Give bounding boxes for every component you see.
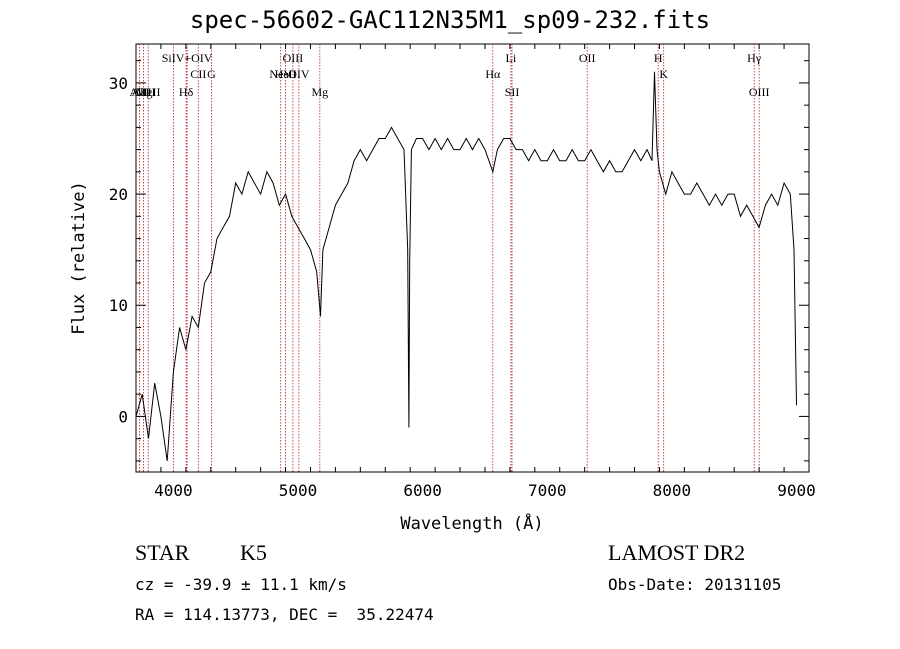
survey-name: LAMOST DR2 [608, 540, 746, 565]
x-tick-label: 9000 [777, 481, 816, 500]
line-marker-label: HeII [275, 67, 297, 81]
y-axis-label: Flux (relative) [69, 181, 89, 335]
axis-ticks: 4000 5000 6000 7000 8000 9000 0 10 20 30 [109, 44, 816, 500]
line-marker-label: Hα [485, 67, 501, 81]
y-tick-label: 10 [109, 296, 128, 315]
x-tick-label: 6000 [403, 481, 442, 500]
line-marker-label: Hδ [179, 85, 194, 99]
line-marker-label: K [659, 67, 668, 81]
line-marker-label: Li [506, 51, 517, 65]
y-tick-label: 0 [118, 407, 128, 426]
line-marker-label: OIII [749, 85, 770, 99]
x-axis-label: Wavelength (Å) [400, 512, 543, 534]
line-marker-label: AlIII [131, 85, 155, 99]
coordinates: RA = 114.13773, DEC = 35.22474 [135, 605, 434, 624]
line-marker-label: OIV [288, 67, 310, 81]
line-marker-label: NeV [269, 67, 292, 81]
object-class: STAR [135, 540, 190, 565]
x-tick-label: 5000 [279, 481, 318, 500]
line-marker-label: Hγ [747, 51, 762, 65]
line-marker-label: CII [190, 67, 206, 81]
x-tick-label: 8000 [653, 481, 692, 500]
plot-frame [135, 43, 810, 473]
x-tick-label: 7000 [528, 481, 567, 500]
y-tick-label: 30 [109, 74, 128, 93]
line-marker-label: MgII [136, 85, 161, 99]
object-subclass: K5 [240, 540, 267, 565]
x-tick-label: 4000 [154, 481, 193, 500]
line-marker-label: SiIV+OIV [162, 51, 213, 65]
line-marker-label: G [207, 67, 216, 81]
spectrum-trace [135, 71, 797, 461]
chart-title: spec-56602-GAC112N35M1_sp09-232.fits [189, 6, 711, 34]
spectral-line-markers [138, 44, 760, 472]
redshift-readout: cz = -39.9 ± 11.1 km/s [135, 575, 347, 594]
line-marker-label: AlII [129, 85, 149, 99]
line-marker-label: H [654, 51, 663, 65]
line-marker-label: OIII [283, 51, 304, 65]
y-tick-label: 20 [109, 185, 128, 204]
line-marker-label: OII [579, 51, 596, 65]
line-marker-label: Mg [311, 85, 328, 99]
line-marker-label: SII [505, 85, 520, 99]
obs-date: Obs-Date: 20131105 [608, 575, 782, 594]
